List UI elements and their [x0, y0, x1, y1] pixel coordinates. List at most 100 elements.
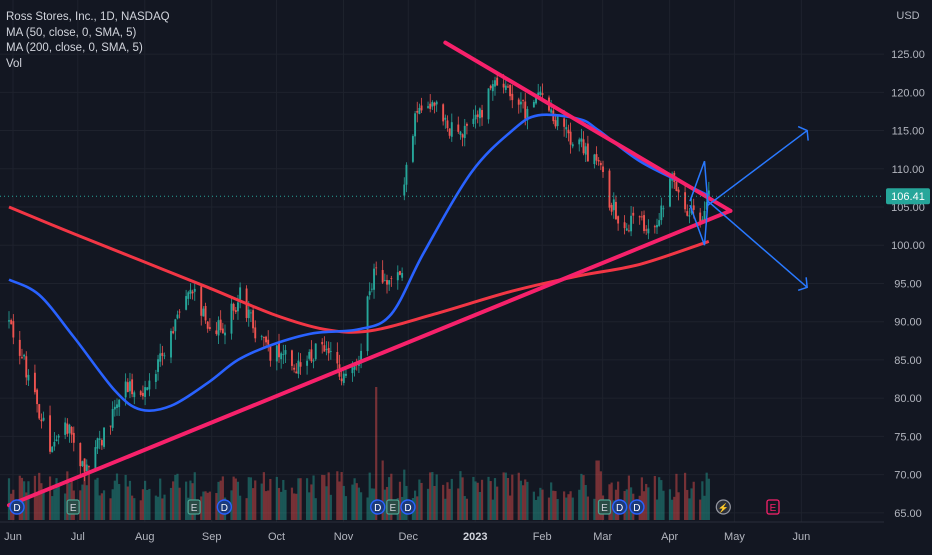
volume-bar: [239, 495, 242, 520]
candle-body: [275, 345, 278, 362]
candle-body: [610, 204, 613, 212]
candle-body: [703, 210, 706, 221]
candle-body: [396, 272, 399, 281]
projection-down-path[interactable]: [689, 199, 808, 288]
volume-bar: [146, 489, 149, 520]
volume-bar: [323, 475, 326, 520]
volume-bar: [554, 491, 557, 520]
candle-body: [567, 129, 570, 134]
volume-bar: [673, 496, 676, 520]
volume-bar: [506, 477, 510, 520]
candle-body: [640, 216, 643, 218]
volume-bar: [109, 498, 112, 520]
candle-body: [174, 319, 177, 332]
volume-bar: [683, 472, 687, 520]
dividend-marker[interactable]: D: [370, 499, 386, 515]
projection-up-path[interactable]: [689, 129, 808, 207]
volume-bar: [178, 487, 181, 520]
volume-bar: [260, 483, 263, 520]
volume-bar: [701, 481, 704, 520]
volume-bar: [584, 485, 587, 520]
candle-body: [414, 113, 417, 137]
volume-bar: [176, 473, 179, 520]
time-axis-bg: [0, 522, 932, 550]
candle-body: [582, 139, 585, 154]
volume-bar: [474, 481, 477, 520]
dividend-marker[interactable]: D: [216, 499, 233, 515]
marker-letter: D: [13, 503, 20, 514]
x-tick-label: Oct: [268, 531, 285, 543]
candle-body: [472, 118, 475, 124]
dividend-marker[interactable]: D: [611, 499, 628, 515]
volume-bar: [524, 479, 527, 520]
dividend-marker[interactable]: D: [629, 499, 645, 515]
candle-body: [669, 178, 671, 207]
earnings-marker[interactable]: E: [66, 499, 80, 515]
candle-body: [154, 374, 157, 382]
volume-bar: [355, 483, 358, 520]
candle-body: [282, 354, 285, 355]
candle-body: [178, 311, 181, 313]
dividend-marker[interactable]: D: [400, 499, 416, 515]
volume-bar: [64, 493, 67, 520]
candle-body: [64, 422, 67, 435]
candle-body: [554, 120, 557, 127]
candle-body: [193, 288, 196, 292]
candle-body: [139, 391, 142, 395]
y-tick-label: 90.00: [894, 317, 922, 329]
volume-bar: [193, 472, 196, 520]
candle-body: [511, 93, 514, 101]
candle-body: [262, 337, 265, 339]
volume-bar: [85, 485, 88, 520]
volume-bar: [204, 491, 207, 520]
volume-bar: [143, 480, 147, 520]
y-tick-label: 85.00: [894, 355, 922, 367]
candle-body: [615, 201, 617, 220]
volume-bar: [159, 478, 162, 520]
volume-bar: [98, 495, 101, 520]
candle-body: [111, 408, 114, 428]
ma200-line[interactable]: [8, 205, 710, 334]
volume-bar: [569, 491, 572, 520]
volume-bar: [208, 491, 211, 520]
last-price-label[interactable]: 106.41: [886, 188, 930, 205]
candle-body: [51, 446, 54, 453]
candle-body: [141, 392, 144, 397]
earnings-marker[interactable]: E: [386, 499, 400, 515]
earnings-icon: [597, 499, 612, 515]
candle-body: [252, 310, 255, 329]
candle-body: [144, 387, 147, 397]
candle-body: [617, 216, 620, 224]
candle-body: [113, 406, 116, 410]
resistance-trendline[interactable]: [443, 40, 733, 213]
ma50-legend[interactable]: MA (50, close, 0, SMA, 5): [6, 26, 137, 39]
volume-bar: [534, 499, 538, 520]
ma200-legend[interactable]: MA (200, close, 0, SMA, 5): [6, 42, 143, 54]
candle-body: [98, 438, 101, 440]
symbol-title[interactable]: Ross Stores, Inc., 1D, NASDAQ: [6, 11, 170, 23]
earnings-marker[interactable]: E: [187, 499, 201, 515]
projection-down-arrowhead[interactable]: [797, 277, 808, 292]
earnings-marker[interactable]: E: [766, 499, 780, 515]
volume-bar: [206, 492, 209, 520]
volume-bar: [658, 477, 661, 520]
candle-body: [81, 461, 84, 467]
projection-up-arrowhead[interactable]: [797, 125, 809, 141]
volume-bar: [480, 479, 484, 520]
candle-body: [189, 289, 192, 294]
support-trendline[interactable]: [7, 208, 733, 508]
dividend-marker[interactable]: D: [9, 499, 25, 515]
split-marker[interactable]: ⚡: [715, 499, 731, 515]
volume-bar: [366, 497, 369, 520]
projection-arrows[interactable]: [689, 125, 809, 292]
volume-legend[interactable]: Vol: [6, 57, 22, 70]
volume-bar: [692, 481, 695, 520]
earnings-marker[interactable]: E: [597, 499, 612, 515]
volume-bar: [148, 488, 151, 520]
volume-bar: [418, 479, 421, 520]
ma50-line[interactable]: [8, 113, 710, 413]
volume-bar: [234, 478, 237, 520]
x-tick-label: Dec: [398, 531, 418, 543]
